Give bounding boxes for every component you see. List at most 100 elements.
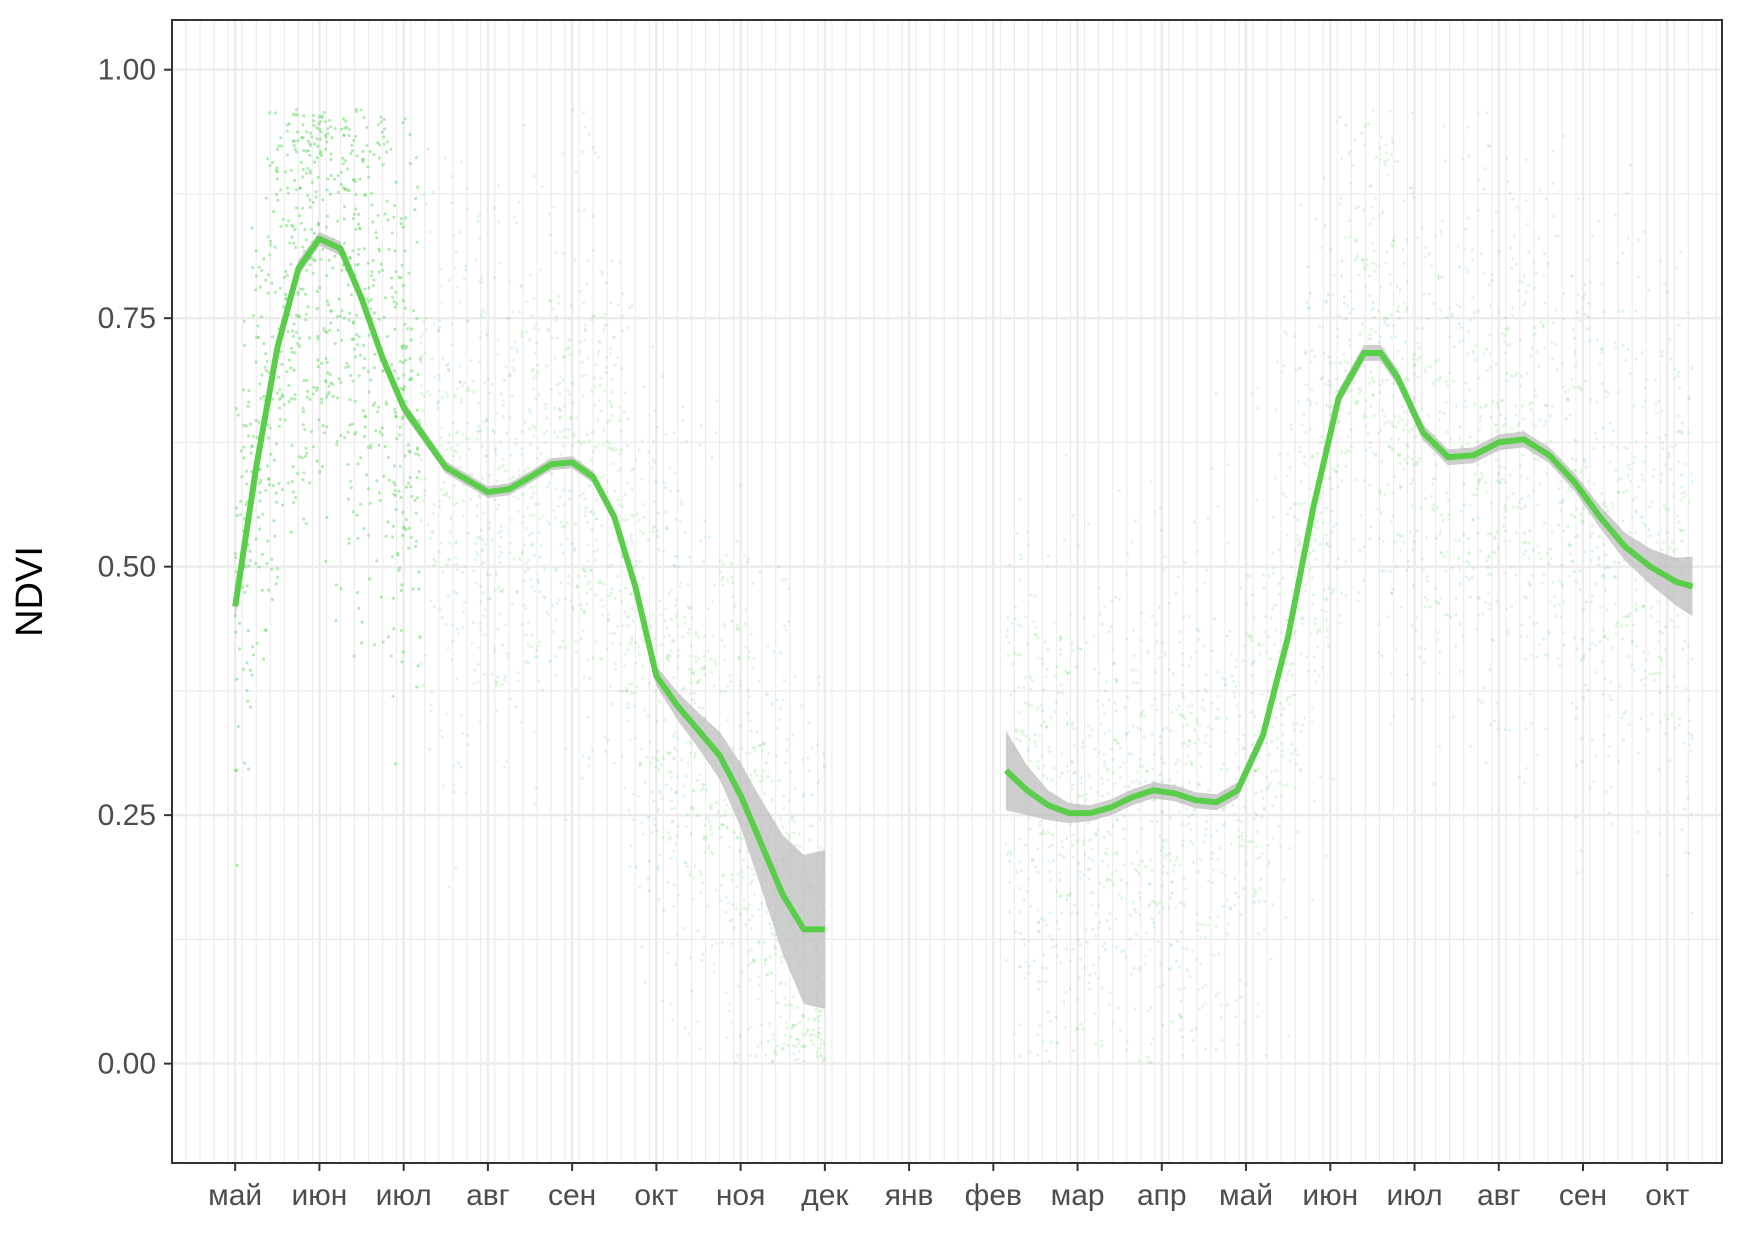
scatter-point <box>315 137 319 141</box>
scatter-point <box>1518 501 1522 505</box>
scatter-point <box>294 188 298 192</box>
scatter-point <box>1665 290 1669 294</box>
scatter-point <box>1622 491 1626 495</box>
scatter-point <box>749 773 753 777</box>
scatter-point <box>339 587 343 591</box>
scatter-point <box>758 570 762 575</box>
scatter-point <box>604 366 608 370</box>
scatter-point <box>245 661 249 665</box>
scatter-point <box>1116 741 1120 745</box>
scatter-point <box>1659 720 1663 724</box>
scatter-point <box>1369 404 1373 408</box>
scatter-point <box>739 483 743 487</box>
scatter-point <box>1096 926 1100 930</box>
scatter-point <box>266 291 270 295</box>
scatter-point <box>394 415 398 419</box>
scatter-point <box>524 660 528 664</box>
scatter-point <box>770 1060 775 1064</box>
scatter-point <box>1570 377 1574 381</box>
scatter-point <box>268 426 272 430</box>
scatter-point <box>680 502 684 506</box>
scatter-point <box>367 333 371 337</box>
scatter-point <box>801 1045 805 1049</box>
scatter-point <box>1278 702 1283 706</box>
scatter-point <box>392 300 396 304</box>
scatter-point <box>463 380 467 384</box>
scatter-point <box>1679 250 1683 254</box>
scatter-point <box>400 660 404 664</box>
scatter-point <box>1389 313 1393 317</box>
scatter-point <box>1255 830 1259 834</box>
scatter-point <box>1656 640 1661 644</box>
scatter-point <box>675 554 680 559</box>
scatter-point <box>343 126 347 130</box>
scatter-point <box>533 802 537 806</box>
scatter-point <box>414 156 418 160</box>
scatter-point <box>764 761 769 765</box>
scatter-point <box>532 174 536 178</box>
scatter-point <box>534 322 538 326</box>
scatter-point <box>265 464 270 468</box>
scatter-point <box>674 518 678 522</box>
scatter-point <box>483 607 488 612</box>
scatter-point <box>264 488 268 492</box>
scatter-point <box>1311 593 1315 597</box>
scatter-point <box>459 401 463 405</box>
scatter-point <box>1502 539 1507 543</box>
scatter-point <box>437 389 441 393</box>
scatter-point <box>1689 479 1693 484</box>
scatter-point <box>1405 461 1409 465</box>
scatter-point <box>1091 903 1095 907</box>
scatter-point <box>1258 652 1262 656</box>
scatter-point <box>823 1056 827 1060</box>
scatter-point <box>247 389 251 393</box>
scatter-point <box>417 470 421 474</box>
scatter-point <box>335 315 340 319</box>
scatter-point <box>369 443 373 447</box>
scatter-point <box>1011 662 1015 666</box>
scatter-point <box>291 465 295 469</box>
scatter-point <box>354 107 358 112</box>
scatter-point <box>1247 840 1251 844</box>
scatter-point <box>676 824 680 828</box>
scatter-point <box>465 421 470 425</box>
scatter-point <box>1634 440 1638 444</box>
scatter-point <box>270 597 274 602</box>
scatter-point <box>284 292 288 297</box>
scatter-point <box>275 500 279 504</box>
scatter-point <box>1135 933 1139 937</box>
scatter-point <box>1431 477 1435 481</box>
scatter-point <box>1449 314 1453 318</box>
scatter-point <box>289 346 293 350</box>
scatter-point <box>395 551 400 556</box>
scatter-point <box>314 195 318 199</box>
scatter-point <box>580 374 584 378</box>
scatter-point <box>1545 551 1549 555</box>
scatter-point <box>1557 523 1561 527</box>
scatter-point <box>385 150 389 154</box>
scatter-point <box>530 633 535 637</box>
scatter-point <box>1290 565 1294 570</box>
scatter-point <box>1516 288 1521 293</box>
scatter-point <box>1483 166 1487 171</box>
scatter-point <box>1561 385 1565 389</box>
scatter-point <box>257 420 261 424</box>
scatter-point <box>1402 199 1406 203</box>
scatter-point <box>520 622 524 626</box>
scatter-point <box>1590 641 1594 646</box>
scatter-point <box>348 398 352 402</box>
scatter-point <box>1163 852 1167 856</box>
scatter-point <box>262 341 266 346</box>
scatter-point <box>750 879 755 883</box>
scatter-point <box>546 613 550 617</box>
scatter-point <box>1385 173 1389 177</box>
scatter-point <box>1410 185 1414 189</box>
scatter-point <box>682 784 687 788</box>
scatter-point <box>352 178 356 182</box>
scatter-point <box>1647 528 1651 532</box>
scatter-point <box>1632 404 1636 408</box>
scatter-point <box>1205 568 1209 573</box>
scatter-point <box>1572 468 1576 472</box>
scatter-point <box>312 231 317 235</box>
scatter-point <box>753 770 757 774</box>
